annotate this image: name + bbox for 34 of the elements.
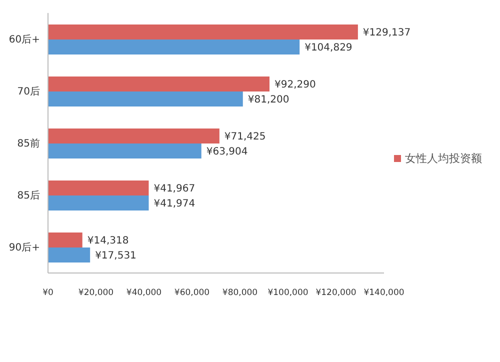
data-label: ¥129,137	[362, 27, 411, 38]
bar	[48, 128, 220, 144]
data-label: ¥63,904	[206, 146, 248, 158]
y-tick-label: 85后	[17, 190, 40, 202]
bar	[48, 247, 90, 262]
x-tick-label: ¥60,000	[174, 288, 210, 298]
x-tick-label: ¥100,000	[268, 288, 308, 298]
x-tick-label: ¥140,000	[364, 288, 404, 298]
y-tick-label: 60后+	[8, 34, 40, 46]
data-label: ¥41,967	[154, 183, 196, 194]
data-label: ¥14,318	[87, 235, 129, 246]
bar	[48, 232, 82, 248]
y-tick-label: 90后+	[8, 242, 40, 254]
data-label: ¥17,531	[95, 250, 136, 262]
data-label: ¥81,200	[248, 94, 290, 106]
bar	[48, 24, 358, 40]
x-tick-label: ¥120,000	[316, 288, 356, 298]
x-tick-label: ¥40,000	[126, 288, 162, 298]
data-label: ¥71,425	[224, 131, 266, 142]
bar	[48, 180, 149, 196]
data-label: ¥41,974	[154, 198, 196, 210]
bar	[48, 39, 300, 54]
bar	[48, 91, 243, 106]
y-tick-label: 70后	[17, 86, 40, 98]
legend-label: 女性人均投资额	[405, 150, 482, 166]
data-label: ¥104,829	[304, 42, 352, 54]
x-tick-label: ¥20,000	[78, 288, 114, 298]
bar	[48, 76, 270, 92]
bar	[48, 195, 149, 210]
x-tick-label: ¥80,000	[222, 288, 258, 298]
y-tick-label: 85前	[17, 138, 40, 150]
data-label: ¥92,290	[274, 79, 316, 90]
x-tick-label: ¥0	[42, 288, 54, 298]
bar	[48, 143, 202, 158]
